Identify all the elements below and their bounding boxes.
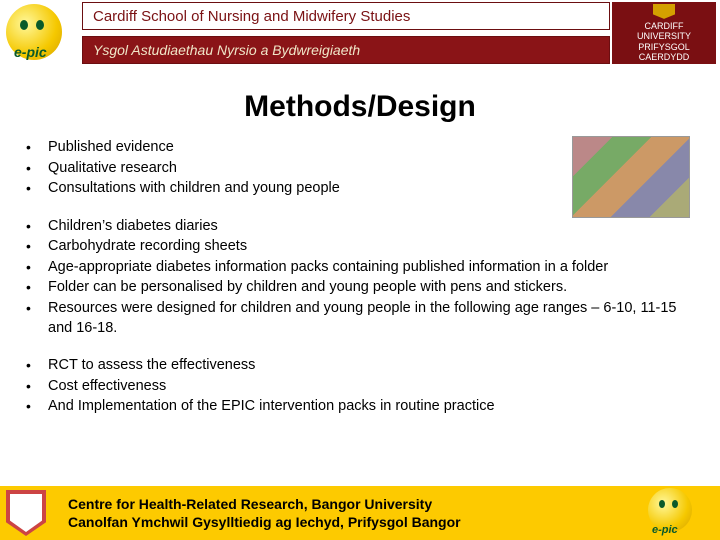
shield-icon — [653, 4, 675, 19]
list-item: Resources were designed for children and… — [20, 299, 692, 338]
bangor-crest-icon — [6, 490, 46, 536]
uni-text-3: PRIFYSGOL — [638, 42, 690, 52]
list-item: Published evidence — [20, 138, 692, 158]
content-area: Published evidence Qualitative research … — [0, 138, 720, 417]
uni-text-1: CARDIFF — [645, 21, 684, 31]
school-name-cy: Ysgol Astudiaethau Nyrsio a Bydwreigiaet… — [82, 36, 610, 64]
uni-text-4: CAERDYDD — [639, 52, 690, 62]
footer-text: Centre for Health-Related Research, Bang… — [68, 495, 461, 531]
list-item: Children’s diabetes diaries — [20, 217, 692, 237]
list-item: And Implementation of the EPIC intervent… — [20, 397, 692, 417]
footer: Centre for Health-Related Research, Bang… — [0, 486, 720, 540]
epic-logo-left: e-pic — [6, 4, 74, 66]
footer-line-1: Centre for Health-Related Research, Bang… — [68, 495, 461, 513]
cardiff-university-logo: CARDIFF UNIVERSITY PRIFYSGOL CAERDYDD — [612, 2, 716, 64]
bullet-group-2: Children’s diabetes diaries Carbohydrate… — [20, 217, 692, 338]
list-item: Cost effectiveness — [20, 377, 692, 397]
school-name-en: Cardiff School of Nursing and Midwifery … — [82, 2, 610, 30]
footer-line-2: Canolfan Ymchwil Gysylltiedig ag Iechyd,… — [68, 513, 461, 531]
list-item: Qualitative research — [20, 159, 692, 179]
uni-text-2: UNIVERSITY — [637, 31, 691, 41]
bullet-group-1: Published evidence Qualitative research … — [20, 138, 692, 199]
header: e-pic Cardiff School of Nursing and Midw… — [0, 0, 720, 72]
list-item: Folder can be personalised by children a… — [20, 278, 692, 298]
title-bars: Cardiff School of Nursing and Midwifery … — [82, 2, 610, 70]
epic-logo-right: e-pic — [648, 488, 710, 536]
epic-label-footer: e-pic — [652, 524, 678, 536]
list-item: RCT to assess the effectiveness — [20, 356, 692, 376]
list-item: Age-appropriate diabetes information pac… — [20, 258, 692, 278]
slide-title: Methods/Design — [0, 90, 720, 124]
list-item: Consultations with children and young pe… — [20, 179, 692, 199]
list-item: Carbohydrate recording sheets — [20, 237, 692, 257]
bullet-group-3: RCT to assess the effectiveness Cost eff… — [20, 356, 692, 417]
epic-label: e-pic — [14, 44, 47, 60]
